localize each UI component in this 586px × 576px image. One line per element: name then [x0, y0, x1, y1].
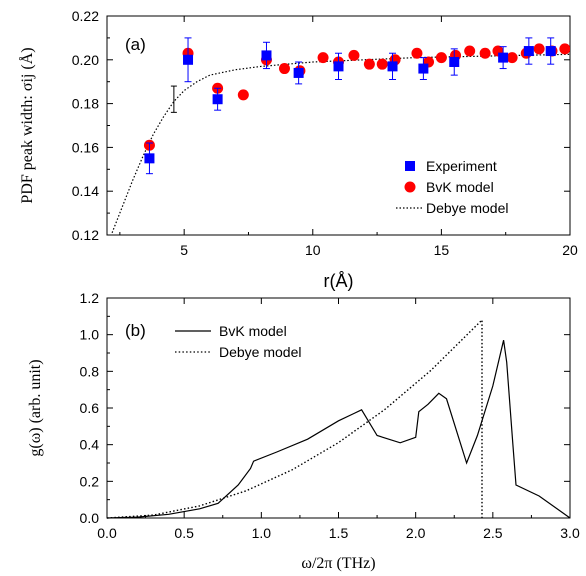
experiment-point	[183, 54, 194, 65]
experiment-point	[498, 52, 509, 63]
panel-a-plot	[111, 37, 570, 234]
bvk-point	[317, 52, 329, 64]
panel-a-legend: Experiment BvK model Debye model	[396, 158, 509, 216]
legend-bvk-marker	[404, 181, 416, 193]
legend-label: Experiment	[426, 158, 497, 174]
panel-b-xlabel: ω/2π (THz)	[301, 555, 375, 572]
bvk-point	[363, 58, 375, 70]
panel-b-ticks: 0.0 0.5 1.0 1.5 2.0 2.5 3.0 0.0 0.2 0.4 0.6 0.8 1.0 1…	[80, 290, 580, 541]
debye-dos-curve	[106, 318, 483, 519]
bvk-point	[506, 52, 518, 64]
experiment-point	[449, 56, 460, 67]
legend-label: BvK model	[219, 323, 287, 339]
y-tick-label: 0.22	[72, 8, 99, 24]
x-tick-label: 10	[305, 242, 321, 258]
y-tick-label: 1.2	[80, 290, 100, 306]
bvk-point	[533, 43, 545, 55]
experiment-point	[212, 94, 223, 105]
x-tick-label: 2.5	[483, 525, 503, 541]
x-tick-label: 5	[180, 242, 188, 258]
experiment-point	[144, 153, 155, 164]
y-tick-label: 0.12	[72, 227, 99, 243]
x-tick-label: 2.0	[406, 525, 426, 541]
bvk-point	[411, 47, 423, 59]
y-tick-label: 0.6	[80, 400, 100, 416]
x-tick-label: 1.0	[252, 525, 272, 541]
y-tick-label: 0.18	[72, 96, 99, 112]
bvk-point	[237, 89, 249, 101]
experiment-point	[261, 50, 272, 61]
bvk-point	[435, 52, 447, 64]
panel-b-label: (b)	[125, 321, 146, 340]
panel-a-xlabel: r(Å)	[324, 271, 354, 291]
panel-a-series	[111, 37, 570, 234]
bvk-point	[348, 49, 360, 61]
x-tick-label: 0.5	[174, 525, 194, 541]
experiment-point	[523, 46, 534, 57]
y-tick-label: 0.14	[72, 183, 99, 199]
y-tick-label: 0.8	[80, 363, 100, 379]
bvk-dos-curve	[106, 340, 571, 519]
x-tick-label: 0.0	[97, 525, 117, 541]
legend-experiment-marker	[405, 161, 415, 171]
x-tick-label: 3.0	[560, 525, 580, 541]
y-tick-label: 0.4	[80, 437, 100, 453]
legend-label: BvK model	[426, 179, 494, 195]
panel-a-ylabel: PDF peak width: σij (Å)	[18, 47, 36, 203]
panel-a-ticks: 5 10 15 20 0.12 0.14 0.16 0.18 0.20 0.22	[72, 8, 578, 258]
experiment-point	[545, 46, 556, 57]
bvk-point	[278, 63, 290, 75]
y-tick-label: 0.16	[72, 139, 99, 155]
y-tick-label: 0.20	[72, 52, 99, 68]
y-tick-label: 0.0	[80, 510, 100, 526]
x-tick-label: 1.5	[329, 525, 349, 541]
panel-b-ylabel: g(ω) (arb. unit)	[27, 359, 44, 456]
x-tick-label: 20	[562, 242, 578, 258]
panel-b-legend: BvK model Debye model	[175, 323, 302, 360]
legend-label: Debye model	[219, 344, 302, 360]
panel-a-label: (a)	[125, 35, 146, 54]
bvk-point	[559, 43, 570, 55]
y-tick-label: 1.0	[80, 327, 100, 343]
experiment-point	[418, 63, 429, 74]
bvk-point	[376, 58, 388, 70]
bvk-point	[479, 47, 491, 59]
legend-label: Debye model	[426, 200, 509, 216]
bvk-point	[464, 45, 476, 57]
experiment-point	[293, 67, 304, 78]
experiment-point	[387, 61, 398, 72]
experiment-point	[333, 61, 344, 72]
panel-b-plot	[106, 318, 571, 519]
y-tick-label: 0.2	[80, 473, 100, 489]
x-tick-label: 15	[434, 242, 450, 258]
